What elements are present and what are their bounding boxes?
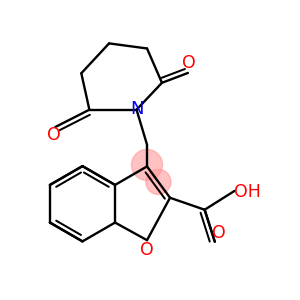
Circle shape [131, 149, 163, 181]
Text: O: O [182, 54, 196, 72]
Circle shape [146, 169, 171, 194]
Text: O: O [212, 224, 226, 242]
Text: O: O [47, 126, 61, 144]
Text: O: O [140, 241, 154, 259]
Text: N: N [130, 100, 143, 118]
Text: OH: OH [234, 183, 261, 201]
